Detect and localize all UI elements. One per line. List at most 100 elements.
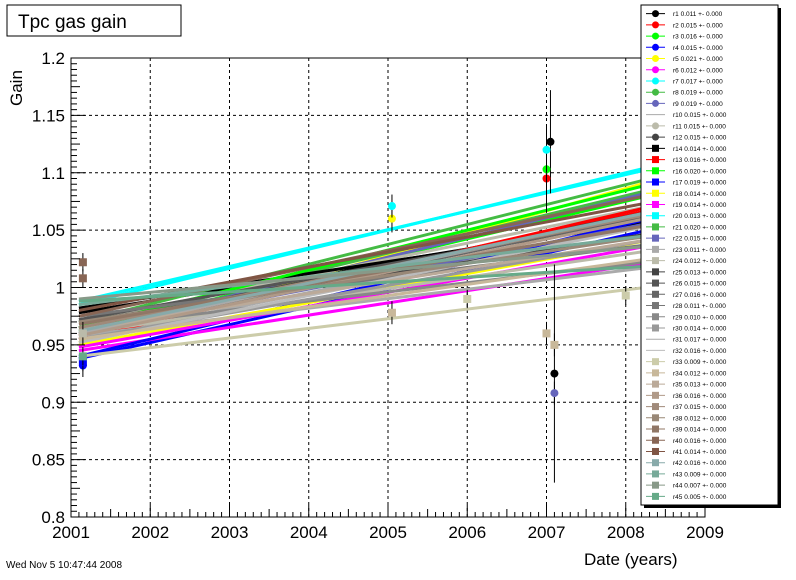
legend-entry: r4 0.015 +- 0.000: [673, 45, 723, 52]
legend-marker: [652, 156, 659, 164]
legend-marker: [652, 167, 659, 175]
legend-entry: r37 0.015 +- 0.000: [673, 404, 727, 411]
legend-marker: [652, 178, 659, 186]
legend-entry: r17 0.019 +- 0.000: [673, 180, 727, 187]
legend-marker: [652, 459, 659, 467]
legend-entry: r2 0.015 +- 0.000: [673, 22, 723, 29]
legend-entry: r35 0.013 +- 0.000: [673, 382, 727, 389]
legend-marker: [652, 358, 659, 366]
series-fit-line: [78, 159, 674, 307]
legend-marker: [652, 32, 659, 40]
data-point: [387, 202, 396, 211]
series-fit-line: [78, 257, 674, 353]
legend-marker: [652, 313, 659, 321]
legend-entry: r34 0.012 +- 0.000: [673, 370, 727, 377]
legend-entry: r45 0.005 +- 0.000: [673, 494, 727, 501]
x-tick-label: 2006: [448, 523, 486, 542]
legend-entry: r6 0.012 +- 0.000: [673, 67, 723, 74]
y-tick-label: 0.85: [32, 451, 65, 470]
x-tick-label: 2009: [686, 523, 724, 542]
title-box: [6, 4, 182, 37]
legend-marker: [652, 122, 659, 130]
chart-title: Tpc gas gain: [18, 12, 127, 33]
legend-marker: [652, 77, 659, 85]
legend-entry: r20 0.013 +- 0.000: [673, 213, 727, 220]
data-point: [550, 389, 559, 398]
legend-entry: r32 0.016 +- 0.000: [673, 348, 727, 355]
y-tick-label: 0.95: [32, 336, 65, 355]
legend-marker: [652, 133, 659, 141]
data-point: [387, 214, 396, 223]
legend-marker: [652, 10, 659, 18]
legend-entry: r28 0.011 +- 0.000: [673, 303, 726, 310]
legend-marker: [652, 302, 659, 310]
y-tick-label: 1.05: [32, 221, 65, 240]
data-point: [78, 352, 87, 361]
x-tick-label: 2003: [211, 523, 249, 542]
x-tick-label: 2004: [290, 523, 328, 542]
legend-marker: [652, 447, 659, 455]
legend-entry: r22 0.015 +- 0.000: [673, 236, 727, 243]
x-tick-label: 2005: [369, 523, 407, 542]
y-axis-label: Gain: [7, 70, 26, 106]
legend-entry: r5 0.021 +- 0.000: [673, 56, 723, 63]
x-axis-label: Date (years): [584, 550, 678, 569]
data-point: [546, 137, 555, 146]
legend-entry: r27 0.016 +- 0.000: [673, 292, 727, 299]
axes: 2001 2002 2003 2004 2005 2006 2007 2008 2009 0.8 0…: [32, 49, 724, 542]
y-tick-label: 1.15: [32, 106, 65, 125]
legend-marker: [652, 436, 659, 444]
legend-marker: [652, 21, 659, 29]
legend-marker: [652, 144, 659, 152]
x-tick-label: 2007: [528, 523, 566, 542]
y-tick-label: 0.9: [41, 393, 65, 412]
legend-entry: r13 0.016 +- 0.000: [673, 157, 727, 164]
legend-entry: r41 0.014 +- 0.000: [673, 449, 727, 456]
legend-marker: [652, 245, 659, 253]
data-points: [78, 90, 630, 483]
legend-marker: [652, 279, 659, 287]
data-point: [550, 369, 559, 378]
data-point: [78, 274, 87, 283]
legend-marker: [652, 223, 659, 231]
legend-marker: [652, 492, 659, 500]
legend-marker: [652, 425, 659, 433]
y-tick-label: 1: [56, 279, 65, 298]
legend-entry: r38 0.012 +- 0.000: [673, 415, 727, 422]
legend-marker: [652, 380, 659, 388]
x-tick-label: 2001: [52, 523, 90, 542]
legend-entry: r30 0.014 +- 0.000: [673, 325, 727, 332]
legend-entry: r42 0.016 +- 0.000: [673, 460, 727, 467]
legend-marker: [652, 212, 659, 220]
data-point: [387, 308, 396, 317]
y-tick-label: 0.8: [41, 508, 65, 527]
x-tick-label: 2008: [607, 523, 645, 542]
legend-marker: [652, 481, 659, 489]
legend-entry: r33 0.009 +- 0.000: [673, 359, 727, 366]
x-tick-label: 2002: [131, 523, 169, 542]
legend-entry: r16 0.020 +- 0.000: [673, 168, 727, 175]
timestamp: Wed Nov 5 10:47:44 2008: [6, 560, 122, 571]
legend-marker: [652, 324, 659, 332]
legend-entry: r7 0.017 +- 0.000: [673, 78, 723, 85]
legend-entry: r19 0.014 +- 0.000: [673, 202, 727, 209]
legend-entry: r9 0.019 +- 0.000: [673, 101, 723, 108]
legend-marker: [652, 200, 659, 208]
series-fit-line: [78, 242, 674, 301]
legend-marker: [652, 257, 659, 265]
legend-marker: [652, 290, 659, 298]
data-point: [621, 291, 630, 300]
legend-marker: [652, 403, 659, 411]
legend-marker: [652, 470, 659, 478]
legend-entry: r43 0.009 +- 0.000: [673, 471, 727, 478]
legend-marker: [652, 369, 659, 377]
series-fit-line: [78, 230, 674, 307]
data-point: [542, 329, 551, 338]
series-fit-line: [78, 282, 674, 358]
legend-entry: r26 0.015 +- 0.000: [673, 281, 727, 288]
series-fit-line: [78, 245, 674, 335]
legend-entry: r1 0.011 +- 0.000: [673, 11, 723, 18]
series-fit-line: [78, 171, 674, 324]
